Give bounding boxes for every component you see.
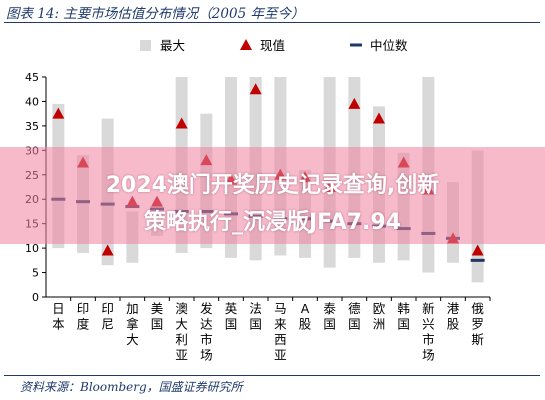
x-tick-label: 法国 [249, 301, 262, 332]
median-mark-18 [470, 258, 485, 262]
x-tick-label: 港股 [447, 301, 460, 332]
x-tick-label: 澳大利亚 [175, 301, 188, 363]
x-tick-label: 日本 [52, 301, 65, 332]
x-tick-label: 英国 [225, 301, 238, 332]
x-tick-label: 美国 [151, 301, 164, 332]
x-tick-label: 德国 [348, 301, 361, 332]
legend: 最大 现值 中位数 [140, 38, 408, 53]
watermark-line-2: 策略执行_沉浸版JFA7.94 [144, 210, 401, 235]
x-tick-label: 印度 [77, 301, 90, 332]
legend-label: 中位数 [370, 38, 408, 53]
y-tick-label: 10 [25, 242, 39, 255]
current-marker-6 [175, 117, 188, 129]
legend-label: 最大 [160, 38, 185, 53]
current-marker-9 [249, 83, 262, 95]
x-tick-label: 欧洲 [373, 301, 386, 332]
x-tick-label: 发达市场 [200, 301, 213, 363]
chart-title: 图表 14: 主要市场估值分布情况（2005 年至今） [6, 6, 305, 22]
y-tick-label: 45 [25, 71, 39, 84]
x-tick-label: 俄罗斯 [471, 301, 484, 347]
watermark-line-1: 2024澳门开奖历史记录查询,创新 [105, 173, 440, 198]
watermark-banner: 2024澳门开奖历史记录查询,创新 策略执行_沉浸版JFA7.94 [0, 147, 545, 244]
current-marker-1 [52, 107, 65, 119]
title-divider [4, 22, 540, 23]
x-tick-label: 马来西亚 [274, 301, 287, 363]
y-tick-label: 5 [32, 267, 39, 280]
source-note: 资料来源：Bloomberg，国盛证券研究所 [20, 380, 243, 394]
current-marker-18 [471, 244, 484, 256]
x-tick-label: 新兴市场 [422, 301, 435, 363]
y-tick-label: 40 [25, 95, 39, 108]
x-tick-label: 印尼 [101, 301, 114, 332]
legend-label: 现值 [260, 38, 285, 53]
source-divider [4, 375, 540, 376]
y-tick-label: 0 [32, 291, 39, 304]
legend-max-swatch [140, 40, 151, 51]
current-marker-3 [101, 244, 114, 256]
legend-median-swatch [350, 43, 362, 47]
current-marker-13 [348, 97, 361, 109]
x-tick-label: 泰国 [323, 301, 336, 332]
legend-current-swatch [240, 39, 252, 50]
x-tick-label: 加拿大 [126, 301, 139, 347]
y-tick-label: 35 [25, 120, 39, 133]
x-tick-label: 韩国 [397, 301, 410, 332]
current-marker-14 [373, 112, 385, 124]
